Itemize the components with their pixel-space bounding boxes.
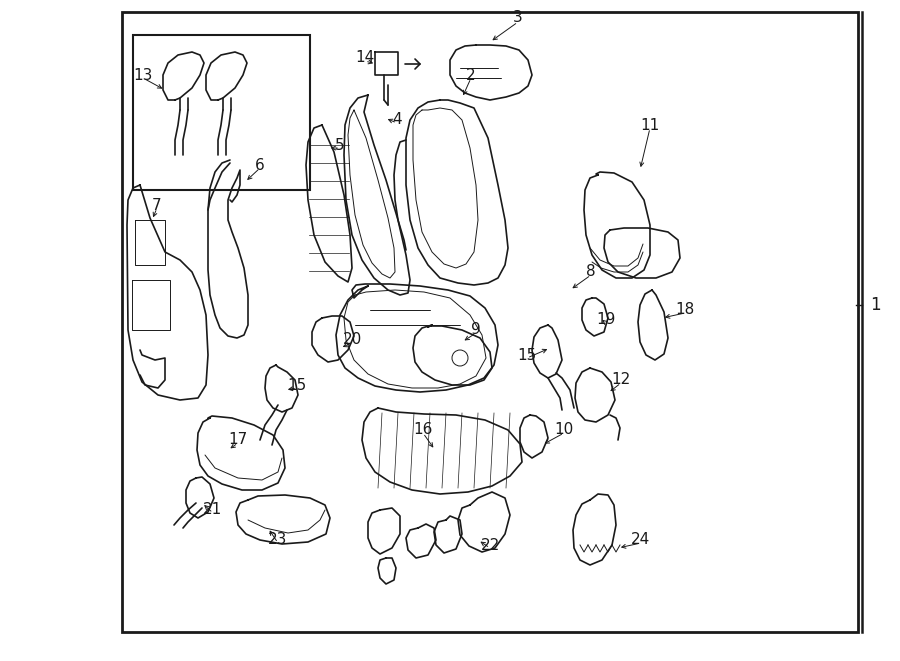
Text: 13: 13	[133, 67, 153, 83]
Text: 10: 10	[554, 422, 573, 438]
Text: 19: 19	[597, 313, 616, 327]
Text: 20: 20	[342, 332, 362, 348]
Text: 16: 16	[413, 422, 433, 438]
Text: 23: 23	[268, 533, 288, 547]
Text: 4: 4	[392, 112, 401, 128]
Bar	[122, 12, 858, 632]
Bar	[133, 35, 310, 190]
Text: 7: 7	[152, 198, 162, 212]
Text: 17: 17	[229, 432, 248, 447]
Text: 6: 6	[255, 157, 265, 173]
Text: 15: 15	[287, 377, 307, 393]
Text: 22: 22	[481, 537, 500, 553]
Text: 24: 24	[632, 533, 651, 547]
Text: 15: 15	[518, 348, 536, 362]
Text: 2: 2	[466, 67, 476, 83]
Text: 1: 1	[869, 296, 880, 314]
Text: 3: 3	[513, 11, 523, 26]
Text: 5: 5	[335, 137, 345, 153]
Text: 8: 8	[586, 264, 596, 280]
Text: 18: 18	[675, 303, 695, 317]
Text: 11: 11	[641, 118, 660, 132]
Text: 14: 14	[356, 50, 374, 65]
Text: 21: 21	[203, 502, 222, 518]
Text: 9: 9	[471, 323, 481, 338]
Text: 12: 12	[611, 373, 631, 387]
